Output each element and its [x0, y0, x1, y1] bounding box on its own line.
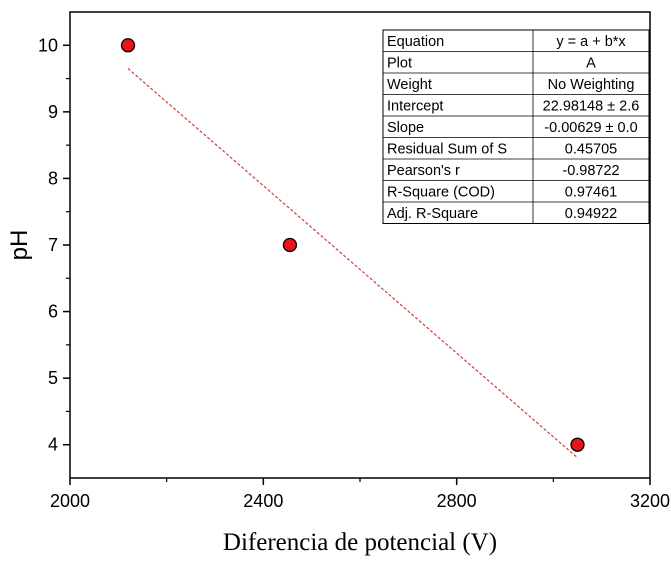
stats-label: R-Square (COD)	[387, 185, 495, 201]
x-tick-label: 2400	[243, 491, 283, 511]
stats-value: 22.98148 ± 2.6	[543, 99, 640, 115]
stats-label: Adj. R-Square	[387, 206, 478, 222]
y-tick-label: 9	[48, 102, 58, 122]
data-points	[120, 38, 585, 452]
fit-line	[127, 68, 578, 459]
stats-value: -0.98722	[562, 163, 619, 179]
data-point	[282, 237, 298, 253]
y-tick-label: 8	[48, 168, 58, 188]
stats-table: Equation y = a + b*x Plot A Weight No Weighti…	[382, 29, 650, 224]
stats-value: 0.94922	[565, 206, 617, 222]
stats-label: Plot	[387, 56, 412, 72]
data-point	[120, 38, 136, 53]
y-tick-label: 7	[48, 235, 58, 255]
stats-value: 0.45705	[565, 142, 617, 158]
tick-labels: 2000 2400 2800 3200 4 5 6 7 8 9 10	[38, 35, 670, 511]
stats-value: A	[586, 56, 596, 72]
data-point	[570, 437, 585, 452]
stats-value: 0.97461	[565, 185, 617, 201]
stats-label: Equation	[387, 34, 444, 50]
y-axis-label: pH	[6, 230, 33, 261]
x-tick-label: 2800	[437, 491, 477, 511]
y-tick-label: 6	[48, 302, 58, 322]
stats-label: Slope	[387, 120, 424, 136]
stats-label: Weight	[387, 77, 432, 93]
stats-label: Pearson's r	[387, 163, 460, 179]
x-tick-label: 3200	[630, 491, 670, 511]
stats-value: y = a + b*x	[556, 34, 626, 50]
stats-value: -0.00629 ± 0.0	[544, 120, 637, 136]
x-axis-label: Diferencia de potencial (V)	[223, 529, 497, 556]
stats-label: Residual Sum of S	[387, 142, 507, 158]
y-tick-label: 4	[48, 435, 58, 455]
stats-label: Intercept	[387, 99, 443, 115]
y-tick-label: 10	[38, 35, 58, 55]
stats-value: No Weighting	[548, 77, 635, 93]
axis-ticks	[63, 44, 651, 485]
stats-table-border	[382, 29, 650, 224]
y-tick-label: 5	[48, 368, 58, 388]
fit-line-group	[127, 68, 578, 459]
x-tick-label: 2000	[50, 491, 90, 511]
